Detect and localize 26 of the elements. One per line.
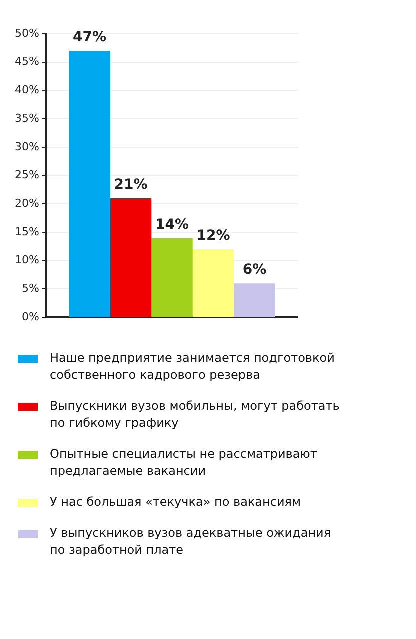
legend-label: У выпускников вузов адекватные ожидания по заработной плате (50, 525, 332, 559)
legend-label: Выпускники вузов мобильны, могут работать по гибкому графику (50, 398, 341, 432)
bar (234, 284, 276, 318)
bar (110, 198, 152, 318)
y-tick-label: 50% (14, 26, 40, 40)
data-label: 47% (72, 30, 106, 46)
y-tick-label: 40% (14, 84, 40, 97)
data-label: 12% (196, 228, 230, 244)
y-tick-label: 0% (22, 310, 40, 324)
y-tick-label: 30% (14, 140, 40, 154)
data-label: 14% (155, 216, 189, 233)
bar (192, 250, 234, 318)
legend-label: Наше предприятие занимается подготовкой собственного кадрового резерва (50, 350, 336, 384)
y-tick-label: 35% (14, 112, 40, 125)
y-tick-label: 10% (14, 254, 40, 267)
bar (69, 51, 110, 318)
y-tick-label: 20% (14, 197, 40, 210)
data-label: 21% (114, 177, 148, 194)
bar (152, 238, 193, 318)
y-tick-label: 25% (14, 168, 40, 182)
y-tick-label: 45% (14, 55, 40, 68)
y-tick-label: 15% (14, 225, 40, 238)
data-label: 6% (242, 262, 267, 278)
y-tick-label: 5% (22, 282, 40, 296)
legend-label: Опытные специалисты не рассматривают предлагаемые вакансии (50, 446, 318, 480)
legend-label: У нас большая «текучка» по вакансиям (50, 494, 302, 511)
